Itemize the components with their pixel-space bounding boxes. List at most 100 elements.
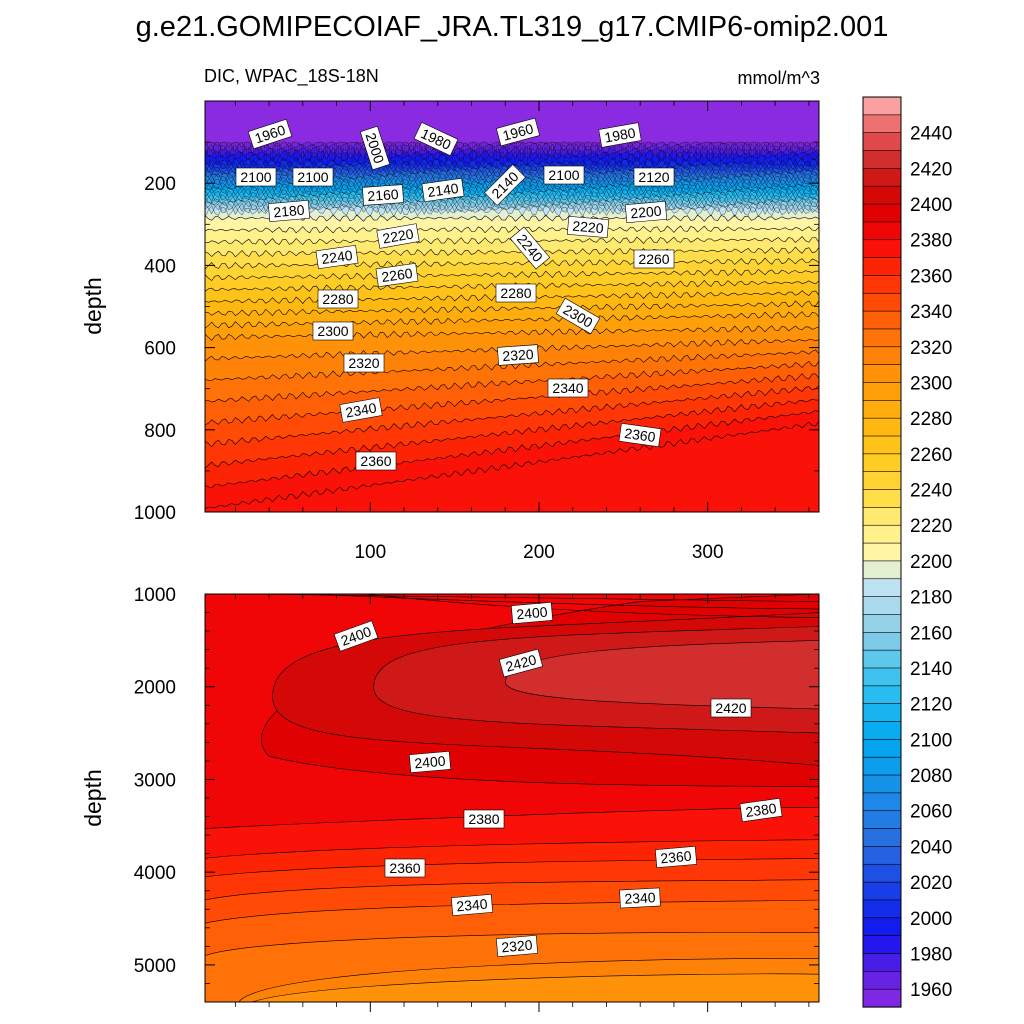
colorbar-label: 2260 — [910, 445, 952, 466]
upper-contour-label: 1960 — [495, 117, 541, 147]
colorbar-box — [862, 756, 902, 776]
colorbar-box — [862, 471, 902, 491]
upper-contour-label: 2200 — [624, 200, 668, 224]
colorbar-box — [862, 542, 902, 562]
colorbar-box — [862, 364, 902, 384]
lower-contour-line — [304, 594, 819, 610]
colorbar-label: 2180 — [910, 588, 952, 609]
upper-contour-line — [205, 257, 819, 270]
colorbar-box — [862, 917, 902, 937]
upper-contour-label: 2280 — [317, 289, 359, 309]
upper-contour-label-text: 2280 — [322, 291, 353, 307]
lower-contour-label-text: 2420 — [504, 651, 538, 675]
colorbar-label: 2000 — [910, 909, 952, 930]
upper-y-tick-label: 1000 — [134, 503, 176, 524]
colorbar-label: 2100 — [910, 730, 952, 751]
colorbar-box — [862, 185, 902, 205]
upper-contour-label-text: 2140 — [426, 180, 459, 200]
upper-contour-label-text: 2260 — [380, 265, 413, 285]
colorbar-box — [862, 96, 902, 116]
colorbar-box — [862, 614, 902, 633]
colorbar-label: 2080 — [910, 766, 952, 787]
upper-x-tick-label: 300 — [692, 542, 724, 563]
lower-y-tick-label: 3000 — [134, 770, 176, 791]
upper-contour-label-text: 2360 — [623, 425, 656, 445]
colorbar-label: 1960 — [910, 980, 952, 1001]
colorbar-box — [862, 310, 902, 330]
colorbar-box — [862, 168, 902, 187]
colorbar-box — [862, 203, 902, 223]
colorbar-label: 1980 — [910, 945, 952, 966]
colorbar-box — [862, 988, 902, 1008]
lower-contour-label-text: 2320 — [501, 937, 534, 956]
upper-x-tick-label: 100 — [354, 542, 386, 563]
lower-contour-label-text: 2360 — [389, 860, 420, 876]
colorbar-box — [862, 774, 902, 794]
colorbar-label: 2060 — [910, 802, 952, 823]
upper-y-tick-label: 400 — [144, 256, 176, 277]
colorbar-box — [862, 346, 902, 366]
upper-contour-label-text: 2160 — [367, 186, 399, 204]
upper-contour-line — [205, 225, 819, 234]
upper-contour-line — [205, 349, 819, 382]
upper-contour-label: 2300 — [312, 321, 354, 341]
colorbar-label: 2400 — [910, 195, 952, 216]
colorbar-label: 2160 — [910, 623, 952, 644]
lower-contour-label: 2380 — [463, 809, 505, 829]
colorbar-box — [862, 881, 902, 901]
colorbar-label: 2340 — [910, 302, 952, 323]
upper-contour-label-text: 2340 — [344, 399, 378, 420]
colorbar-label: 2140 — [910, 659, 952, 680]
colorbar-box — [862, 935, 902, 955]
upper-x-tick-label: 200 — [523, 542, 555, 563]
upper-contour-label-text: 2280 — [500, 285, 531, 301]
colorbar-box — [862, 150, 902, 169]
lower-y-tick-label: 2000 — [134, 678, 176, 699]
upper-contour-line — [205, 360, 819, 403]
upper-contour-lines — [205, 141, 819, 510]
colorbar-box — [862, 828, 902, 848]
lower-contour-label: 2320 — [495, 934, 539, 958]
colorbar-label: 2020 — [910, 873, 952, 894]
upper-contour-label-text: 2180 — [273, 202, 306, 221]
lower-y-axis-label: depth — [80, 769, 106, 827]
upper-contour-label-text: 2120 — [638, 169, 669, 185]
colorbar-frame — [862, 96, 902, 1008]
colorbar-box — [862, 953, 902, 972]
upper-contour-line — [205, 194, 819, 208]
upper-y-tick-label: 600 — [144, 339, 176, 360]
upper-contour-label: 2340 — [547, 378, 589, 398]
lower-contour-label: 2420 — [710, 698, 752, 718]
upper-axis-ticks: 200 400 600 800 1000 100 200 300 — [134, 101, 819, 563]
upper-contour-line — [205, 420, 819, 510]
colorbar-box — [862, 667, 902, 687]
colorbar-box — [862, 507, 902, 526]
lower-contour-fills — [205, 594, 819, 1002]
upper-contour-label: 2100 — [543, 165, 585, 185]
lower-y-tick-label: 4000 — [134, 863, 176, 884]
lower-contour-label-text: 2380 — [468, 811, 499, 827]
upper-contour-line — [205, 409, 819, 489]
lower-contour-label: 2400 — [510, 601, 554, 625]
colorbar-label: 2360 — [910, 266, 952, 287]
lower-contour-label-text: 2340 — [456, 896, 489, 915]
upper-contour-label: 2360 — [618, 422, 662, 448]
upper-contour-line — [205, 191, 819, 205]
colorbar-box — [862, 792, 902, 812]
upper-contour-line — [205, 147, 819, 160]
colorbar-box — [862, 221, 902, 241]
colorbar-label: 2300 — [910, 374, 952, 395]
lower-contour-label-text: 2360 — [660, 848, 693, 867]
colorbar-box — [862, 685, 902, 705]
lower-contour-label-text: 2380 — [744, 800, 777, 820]
lower-band — [504, 640, 819, 710]
upper-contour-label: 2220 — [566, 215, 610, 239]
colorbar-label: 2280 — [910, 409, 952, 430]
colorbar-box — [862, 899, 902, 919]
upper-contour-line — [205, 186, 819, 200]
upper-units-label: mmol/m^3 — [738, 68, 820, 88]
upper-contour-label: 2320 — [343, 353, 385, 373]
